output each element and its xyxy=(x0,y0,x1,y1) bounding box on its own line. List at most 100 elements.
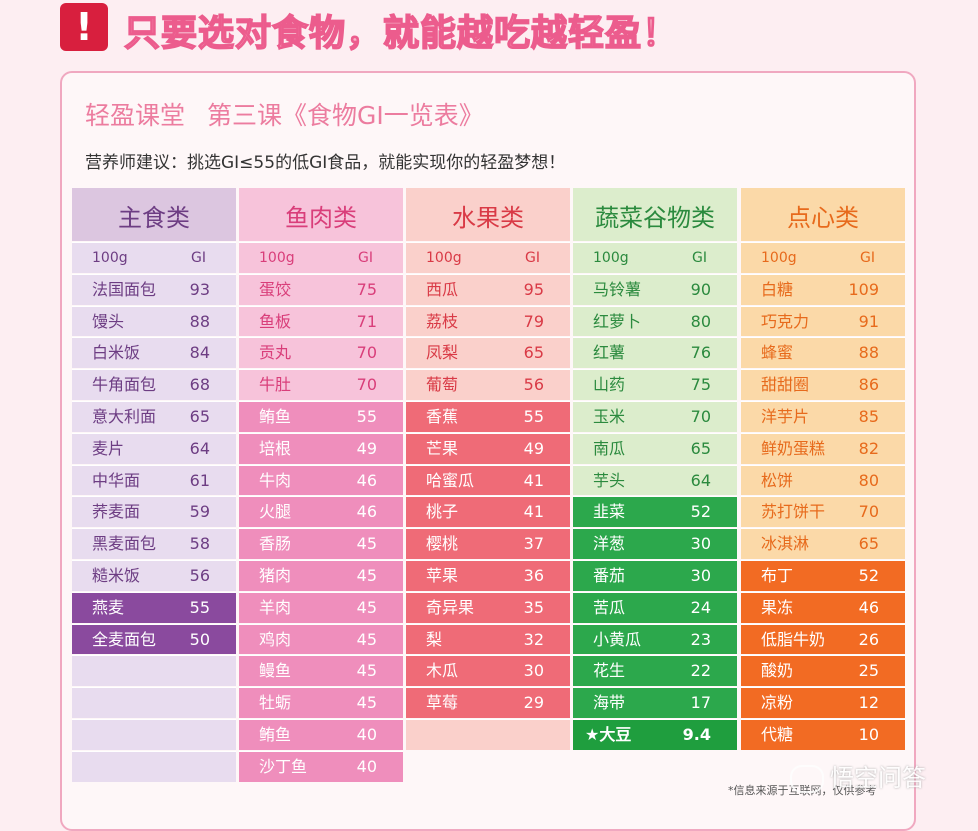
food-name: 贡丸 xyxy=(259,343,292,363)
gi-value: 95 xyxy=(523,279,544,299)
food-row: 桃子 41 xyxy=(406,496,570,528)
food-row: 番茄 30 xyxy=(573,560,737,591)
gi-value: 45 xyxy=(356,693,377,713)
food-row: 苹果 36 xyxy=(406,560,570,591)
gi-value: 80 xyxy=(858,470,879,490)
gi-value: 76 xyxy=(690,343,711,363)
food-name: 红萝卜 xyxy=(593,311,642,331)
food-row: 山药 75 xyxy=(573,369,737,400)
gi-value: 45 xyxy=(356,661,377,681)
column-header: 鱼肉类 xyxy=(239,188,403,241)
lesson-title: 轻盈课堂 第三课《食物GI一览表》 xyxy=(85,96,484,132)
food-row: 松饼 80 xyxy=(741,464,905,496)
gi-value: 49 xyxy=(356,438,377,458)
food-row: 鸡肉 45 xyxy=(239,623,403,655)
food-name: 羊肉 xyxy=(259,597,292,617)
food-name: 马铃薯 xyxy=(593,279,642,299)
gi-value: 75 xyxy=(356,279,377,299)
gi-value: 45 xyxy=(356,566,377,585)
food-row: 牛角面包 68 xyxy=(72,369,236,400)
food-name: 芋头 xyxy=(593,470,626,490)
gi-value: 46 xyxy=(356,502,377,522)
food-row: 冰淇淋 65 xyxy=(741,528,905,559)
gi-value: 109 xyxy=(848,279,879,299)
empty-row xyxy=(72,655,236,687)
food-name: 代糖 xyxy=(761,725,794,744)
gi-value: 65 xyxy=(858,534,879,554)
food-name: 鲜奶蛋糕 xyxy=(761,438,826,458)
food-name: 蛋饺 xyxy=(259,279,292,299)
food-name: 洋葱 xyxy=(593,534,626,554)
food-name: 馒头 xyxy=(92,311,125,331)
column-header: 水果类 xyxy=(406,188,570,241)
food-row: 鲜奶蛋糕 82 xyxy=(741,432,905,464)
gi-value: 55 xyxy=(356,407,377,426)
gi-value: 25 xyxy=(858,661,879,681)
food-row: 火腿 46 xyxy=(239,496,403,528)
food-row: 凤梨 65 xyxy=(406,337,570,369)
food-name: 巧克力 xyxy=(761,311,810,331)
gi-label: GI xyxy=(191,250,206,266)
food-name: 牡蛎 xyxy=(259,693,292,713)
food-name: 燕麦 xyxy=(92,597,125,617)
food-name: 韭菜 xyxy=(593,502,626,522)
food-name: 蜂蜜 xyxy=(761,343,794,363)
food-name: 苦瓜 xyxy=(593,597,626,617)
gi-value: 91 xyxy=(858,311,879,331)
lesson-label: 轻盈课堂 xyxy=(85,101,186,130)
gi-value: 40 xyxy=(356,756,377,776)
food-row: 巧克力 91 xyxy=(741,305,905,337)
food-row: 燕麦 55 xyxy=(72,591,236,623)
food-name: 牛角面包 xyxy=(92,375,157,395)
column-yurou: 鱼肉类 100g GI 蛋饺 75 鱼板 71 贡丸 70 牛肚 70 鲔鱼 55 培根 49 牛肉 46 火腿 4… xyxy=(239,188,403,783)
unit-label: 100g xyxy=(761,250,797,266)
food-row: 麦片 64 xyxy=(72,432,236,464)
food-row: 韭菜 52 xyxy=(573,496,737,528)
gi-value: 55 xyxy=(189,597,210,617)
gi-value: 90 xyxy=(690,279,711,299)
food-row: 低脂牛奶 26 xyxy=(741,623,905,655)
food-row: 牛肚 70 xyxy=(239,369,403,400)
gi-value: 45 xyxy=(356,597,377,617)
food-name: 玉米 xyxy=(593,407,626,426)
empty-row xyxy=(406,719,570,750)
food-row: 木瓜 30 xyxy=(406,655,570,687)
food-row: 海带 17 xyxy=(573,687,737,718)
gi-value: 80 xyxy=(690,311,711,331)
column-shucai: 蔬菜谷物类 100g GI 马铃薯 90 红萝卜 80 红薯 76 山药 75 玉米 70 南瓜 65 芋头… xyxy=(573,188,737,751)
gi-value: 45 xyxy=(356,534,377,554)
food-row: 鲔鱼 55 xyxy=(239,401,403,432)
food-row: 蛋饺 75 xyxy=(239,273,403,305)
food-row: 洋葱 30 xyxy=(573,528,737,559)
food-row: 鲔鱼 40 xyxy=(239,719,403,750)
gi-value: 65 xyxy=(189,407,210,426)
food-name: 白糖 xyxy=(761,279,794,299)
gi-value: 23 xyxy=(690,629,711,649)
watermark-text: 悟空问答 xyxy=(830,764,926,792)
food-name: 番茄 xyxy=(593,566,626,585)
gi-value: 88 xyxy=(858,343,879,363)
food-name: 苏打饼干 xyxy=(761,502,826,522)
food-name: 全麦面包 xyxy=(92,629,157,649)
food-name: 黑麦面包 xyxy=(92,534,157,554)
food-row: 玉米 70 xyxy=(573,401,737,432)
gi-value: 46 xyxy=(858,597,879,617)
food-row: 苦瓜 24 xyxy=(573,591,737,623)
gi-value: 40 xyxy=(356,725,377,744)
gi-value: 30 xyxy=(690,534,711,554)
food-name: 桃子 xyxy=(426,502,459,522)
gi-label: GI xyxy=(525,250,540,266)
gi-value: 52 xyxy=(690,502,711,522)
food-name: 鱼板 xyxy=(259,311,292,331)
unit-label: 100g xyxy=(92,250,128,266)
gi-value: 68 xyxy=(189,375,210,395)
gi-value: 56 xyxy=(189,566,210,585)
gi-value: 64 xyxy=(189,438,210,458)
food-name: 白米饭 xyxy=(92,343,141,363)
unit-label: 100g xyxy=(426,250,462,266)
gi-value: 70 xyxy=(690,407,711,426)
food-row: 蜂蜜 88 xyxy=(741,337,905,369)
gi-value: 58 xyxy=(189,534,210,554)
column-subheader: 100g GI xyxy=(406,242,570,273)
column-subheader: 100g GI xyxy=(573,242,737,273)
